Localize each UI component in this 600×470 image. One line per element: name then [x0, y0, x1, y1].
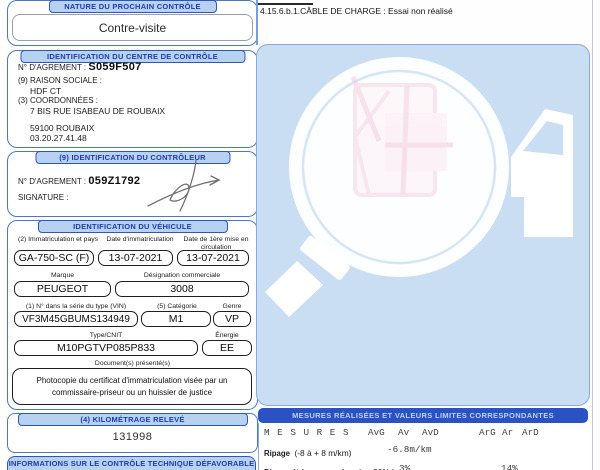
dissymetrie-av-value: 3% [399, 463, 411, 470]
marque-label: Marque [50, 272, 75, 279]
col-header-avd: AvD [422, 427, 439, 438]
page-scan-margin [593, 0, 600, 470]
centre-city: 59100 ROUBAIX [30, 123, 95, 133]
documents-value-field: Photocopie du certificat d'immatriculati… [12, 368, 252, 405]
centre-phone: 03.20.27.41.48 [30, 133, 87, 143]
col-header-av: Av [398, 427, 410, 438]
kilometrage-value: 131998 [112, 431, 153, 443]
dissymetrie-range: ( <=30% ) [358, 467, 395, 470]
type-label: Type/CNIT [89, 332, 123, 339]
col-header-ar: Ar [502, 427, 514, 438]
section-title-nature: NATURE DU PROCHAIN CONTRÔLE [48, 0, 217, 13]
genre-value-field: VP [213, 311, 251, 327]
dissymetrie-ar-value: 14% [501, 463, 518, 470]
section-vehicule: IDENTIFICATION DU VÉHICULE (2) Immatricu… [7, 220, 258, 410]
date-immat-label: Date d'immatriculation [106, 236, 174, 243]
mesures-row-dissymetrie: Dissymétrie suspension ( <=30% ) [264, 462, 395, 470]
section-title-centre: IDENTIFICATION DU CENTRE DE CONTRÔLE [20, 50, 245, 63]
centre-agrement-value: S059F507 [88, 61, 142, 73]
documents-label: Document(s) présenté(s) [94, 360, 171, 367]
section-title-informations-defavorable: INFORMATIONS SUR LE CONTRÔLE TECHNIQUE D… [7, 456, 256, 470]
truncated-heading-underline [258, 3, 313, 5]
immat-label: (2) Immatriculation et pays [17, 236, 99, 243]
date-immat-value-field: 13-07-2021 [98, 250, 173, 266]
ripage-range: (-8 à + 8 m/km) [294, 448, 352, 458]
section-title-vehicule: IDENTIFICATION DU VÉHICULE [37, 220, 228, 233]
mesures-row-ripage: Ripage (-8 à + 8 m/km) [264, 443, 351, 461]
energie-label: Énergie [215, 332, 239, 339]
date-circulation-label: Date de 1ère mise en circulation [183, 236, 249, 252]
pink-vehicle-sketch [350, 76, 453, 197]
energie-value-field: EE [202, 340, 252, 356]
vin-value-field: VF3M45GBUMS134949 [14, 311, 138, 327]
controleur-agrement-label: N° D'AGREMENT : [18, 177, 87, 186]
controle-technique-watermark [265, 57, 573, 317]
section-title-mesures: MESURES RÉALISÉES ET VALEURS LIMITES COR… [258, 408, 588, 423]
section-kilometrage: (4) KILOMÉTRAGE RELEVÉ 131998 [7, 413, 258, 453]
genre-label: Genre [222, 303, 242, 310]
col-header-avg: AvG [368, 427, 385, 438]
controleur-signature-label: SIGNATURE : [18, 193, 69, 202]
defect-item-line: 4.15.6.b.1.CÂBLE DE CHARGE : Essai non r… [260, 6, 453, 16]
controleur-agrement-line: N° D'AGREMENT : 059Z1792 [18, 175, 140, 187]
controleur-agrement-value: 059Z1792 [88, 175, 141, 187]
vin-label: (1) N° dans la série du type (VIN) [25, 303, 127, 310]
designation-value-field: 3008 [115, 281, 249, 297]
col-header-arg: ArG [479, 427, 496, 438]
nature-value-field: Contre-visite [12, 14, 253, 41]
centre-raison-label: (9) RAISON SOCIALE : [18, 76, 103, 85]
page-scan-edge [592, 0, 593, 470]
centre-agrement-line: N° D'AGREMENT : S059F507 [18, 61, 142, 73]
section-centre-controle: IDENTIFICATION DU CENTRE DE CONTRÔLE N° … [7, 50, 258, 148]
centre-address: 7 BIS RUE ISABEAU DE ROUBAIX [30, 106, 166, 116]
centre-raison-value: HDF CT [30, 86, 62, 96]
section-nature-prochain-controle: NATURE DU PROCHAIN CONTRÔLE Contre-visit… [7, 0, 258, 46]
dissymetrie-name: Dissymétrie suspension [264, 468, 354, 470]
watermark-panel [256, 44, 590, 406]
signature-mark [147, 159, 222, 212]
section-title-controleur: (9) IDENTIFICATION DU CONTRÔLEUR [35, 151, 230, 164]
designation-label: Désignation commerciale [143, 272, 221, 279]
section-controleur: (9) IDENTIFICATION DU CONTRÔLEUR N° D'AG… [7, 151, 258, 217]
centre-agrement-label: N° D'AGREMENT : [18, 63, 87, 72]
centre-coordonnees-label: (3) COORDONNÉES : [18, 96, 99, 105]
right-column-left-rule [256, 0, 258, 45]
ripage-name: Ripage [264, 449, 290, 458]
date-circulation-value-field: 13-07-2021 [177, 250, 249, 266]
marque-value-field: PEUGEOT [14, 281, 111, 297]
col-header-ard: ArD [522, 427, 539, 438]
categorie-value-field: M1 [141, 311, 211, 327]
mesures-rows-header: M E S U R E S [264, 427, 350, 438]
immat-value-field: GA-750-SC (F) [14, 250, 94, 266]
mesures-table: M E S U R E S AvG Av AvD ArG Ar ArD Ripa… [258, 423, 590, 470]
type-value-field: M10PGTVP085P833 [14, 340, 198, 356]
section-title-kilometrage: (4) KILOMÉTRAGE RELEVÉ [17, 413, 248, 426]
car-icon [511, 109, 573, 237]
ripage-av-value: -6.8m/km [387, 444, 432, 455]
